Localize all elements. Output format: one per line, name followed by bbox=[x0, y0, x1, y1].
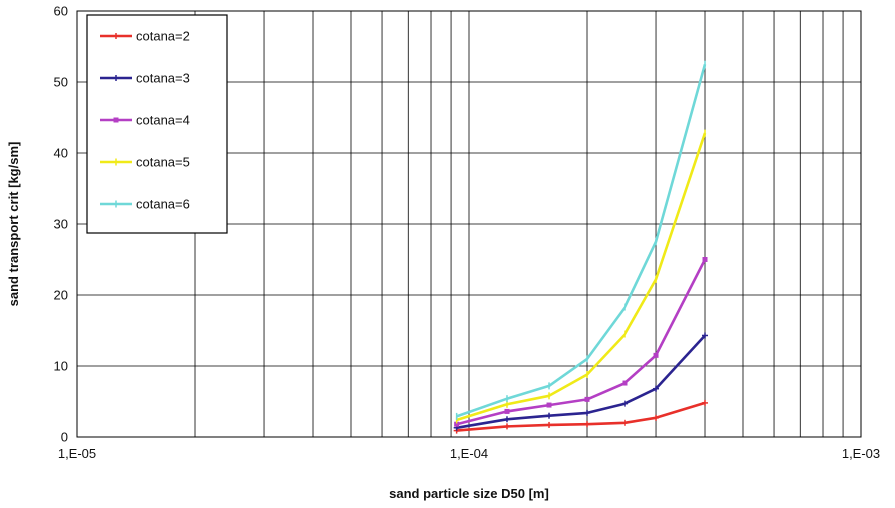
legend-item: cotana=4 bbox=[100, 113, 190, 128]
legend-item: cotana=6 bbox=[100, 197, 190, 212]
data-point bbox=[584, 396, 590, 402]
series-group bbox=[453, 332, 709, 431]
data-point bbox=[546, 402, 552, 408]
series-line bbox=[456, 258, 707, 426]
x-tick-label: 1,E-03 bbox=[842, 446, 880, 461]
series-group bbox=[454, 257, 708, 427]
legend-label: cotana=5 bbox=[136, 155, 190, 170]
x-tick-label: 1,E-05 bbox=[58, 446, 96, 461]
legend-item: cotana=2 bbox=[100, 29, 190, 44]
y-tick-label: 0 bbox=[61, 430, 68, 445]
legend-box bbox=[86, 14, 228, 234]
y-tick-label: 30 bbox=[54, 217, 68, 232]
x-axis-ticks: 1,E-05 1,E-04 1,E-03 bbox=[58, 446, 880, 461]
series-group bbox=[455, 129, 707, 424]
series-layer bbox=[453, 60, 709, 434]
data-point bbox=[653, 352, 659, 358]
legend-label: cotana=2 bbox=[136, 29, 190, 44]
y-tick-label: 10 bbox=[54, 359, 68, 374]
data-point bbox=[622, 380, 628, 386]
data-point bbox=[702, 257, 708, 262]
series-group bbox=[453, 399, 709, 434]
legend-label: cotana=3 bbox=[136, 71, 190, 86]
series-group bbox=[455, 60, 707, 420]
y-tick-label: 60 bbox=[54, 4, 68, 19]
legend-label: cotana=4 bbox=[136, 113, 190, 128]
y-tick-label: 20 bbox=[54, 288, 68, 303]
legend-label: cotana=6 bbox=[136, 197, 190, 212]
y-axis-title: sand transport crit [kg/sm] bbox=[6, 142, 21, 307]
x-axis-title: sand particle size D50 [m] bbox=[389, 486, 549, 501]
legend-item: cotana=5 bbox=[100, 155, 190, 170]
y-axis-ticks: 0 10 20 30 40 50 60 bbox=[54, 4, 68, 445]
y-tick-label: 50 bbox=[54, 75, 68, 90]
legend-item: cotana=3 bbox=[100, 71, 190, 86]
data-point bbox=[454, 421, 460, 427]
legend: cotana=2 cotana=3 cotana=4 cotana=5 cotana=6 bbox=[86, 14, 228, 234]
data-point bbox=[504, 408, 510, 414]
x-tick-label: 1,E-04 bbox=[450, 446, 488, 461]
y-tick-label: 40 bbox=[54, 146, 68, 161]
data-point bbox=[113, 117, 119, 123]
plot-area-frame bbox=[76, 10, 862, 438]
